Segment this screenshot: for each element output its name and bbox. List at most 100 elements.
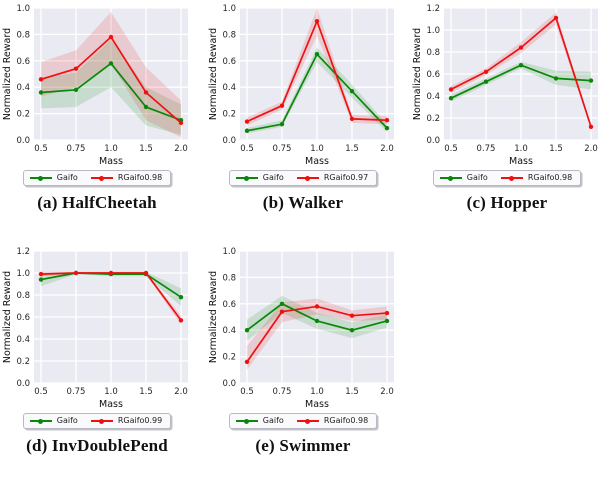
rgaifo-line-marker-icon	[90, 418, 113, 425]
rgaifo0.98-point	[349, 313, 355, 318]
x-tick-label: 0.75	[273, 144, 292, 154]
rgaifo-line-marker-icon	[296, 175, 319, 182]
x-axis-label: Mass	[99, 156, 123, 167]
gaifo-point	[143, 104, 149, 110]
gaifo-line-marker-icon	[235, 175, 258, 182]
legend-label-rgaifo: RGaifo0.98	[527, 173, 573, 182]
gaifo-point	[38, 277, 44, 282]
y-tick-label: 0.8	[16, 30, 30, 40]
legend-item-gaifo: Gaifo	[235, 416, 284, 425]
y-tick-label: 0.6	[222, 300, 236, 310]
rgaifo0.98-point	[384, 310, 390, 316]
rgaifo0.99-point	[178, 318, 184, 323]
x-tick-label: 0.5	[240, 144, 254, 154]
y-tick-label: 0.2	[16, 357, 30, 367]
chart-hopper: 0.0 0.2 0.4 0.6 0.8 1.0 1.2 0.5 0.75 1.0 1.5 2.0 Mas…	[412, 0, 602, 168]
gaifo-line-marker-icon	[439, 175, 462, 182]
legend-item-rgaifo: RGaifo0.98	[296, 416, 369, 425]
legend-label-rgaifo: RGaifo0.98	[323, 416, 369, 425]
rgaifo0.97-point	[279, 103, 285, 108]
rgaifo0.98-point	[518, 45, 524, 50]
legend-label-rgaifo: RGaifo0.98	[117, 173, 163, 182]
rgaifo0.98-point	[178, 120, 184, 126]
y-axis-label: Normalized Reward	[2, 271, 13, 363]
chart-svg: 0.0 0.2 0.4 0.6 0.8 1.0 0.5 0.75 1.0 1.5 2.0 Mass No…	[208, 247, 394, 410]
y-tick-label: 0.6	[16, 313, 30, 323]
chart-svg: 0.0 0.2 0.4 0.6 0.8 1.0 0.5 0.75 1.0 1.5 2.0 Mass No…	[208, 4, 394, 167]
rgaifo0.98-point	[38, 77, 44, 82]
y-tick-label: 0.8	[426, 48, 440, 58]
panel-invdoublepend: 0.0 0.2 0.4 0.6 0.8 1.0 1.2 0.5 0.75 1.0 1.5 2.0 Mas…	[2, 243, 192, 456]
gaifo-point	[314, 318, 320, 324]
chart-svg: 0.0 0.2 0.4 0.6 0.8 1.0 0.5 0.75 1.0 1.5 2.0 Mass No…	[2, 4, 188, 167]
rgaifo0.98-point	[588, 124, 594, 129]
confidence-band	[41, 39, 181, 135]
y-tick-label: 0.2	[16, 110, 30, 120]
legend-hopper: Gaifo RGaifo0.98	[412, 170, 602, 186]
y-tick-label: 0.2	[222, 110, 236, 120]
x-tick-label: 2.0	[584, 144, 598, 154]
rgaifo0.99-point	[108, 270, 114, 276]
x-tick-label: 1.0	[514, 144, 528, 154]
rgaifo0.98-point	[108, 34, 114, 40]
rgaifo0.98-point	[279, 309, 285, 314]
x-tick-label: 1.0	[310, 387, 324, 397]
y-tick-label: 0.4	[16, 83, 30, 93]
caption-invdoublepend: (d) InvDoublePend	[26, 436, 168, 455]
x-axis-label: Mass	[305, 156, 329, 167]
x-tick-label: 0.5	[34, 387, 48, 397]
gaifo-point	[553, 76, 559, 81]
y-tick-label: 1.0	[222, 247, 236, 257]
y-tick-label: 1.0	[222, 4, 236, 14]
x-tick-label: 0.5	[34, 144, 48, 154]
y-tick-label: 0.8	[222, 273, 236, 283]
x-tick-label: 0.75	[477, 144, 496, 154]
chart-invdoublepend: 0.0 0.2 0.4 0.6 0.8 1.0 1.2 0.5 0.75 1.0 1.5 2.0 Mas…	[2, 243, 192, 411]
y-tick-label: 1.0	[426, 26, 440, 36]
rgaifo0.99-point	[38, 271, 44, 277]
caption-swimmer: (e) Swimmer	[255, 436, 351, 455]
chart-walker: 0.0 0.2 0.4 0.6 0.8 1.0 0.5 0.75 1.0 1.5 2.0 Mass No…	[208, 0, 398, 168]
y-axis-label: Normalized Reward	[412, 28, 423, 120]
x-tick-label: 1.0	[310, 144, 324, 154]
y-tick-label: 0.0	[222, 379, 236, 389]
rgaifo0.98-point	[448, 87, 454, 92]
caption-halfcheetah: (a) HalfCheetah	[37, 193, 157, 212]
y-tick-label: 0.0	[222, 136, 236, 146]
x-axis-label: Mass	[509, 156, 533, 167]
gaifo-point	[244, 128, 250, 133]
y-tick-label: 0.4	[222, 83, 236, 93]
y-tick-label: 1.2	[426, 4, 440, 14]
x-tick-label: 1.5	[345, 387, 359, 397]
legend-walker: Gaifo RGaifo0.97	[208, 170, 398, 186]
legend-label-gaifo: Gaifo	[262, 173, 284, 182]
caption-walker: (b) Walker	[262, 193, 344, 212]
legend-item-rgaifo: RGaifo0.97	[296, 173, 369, 182]
y-tick-label: 0.8	[222, 30, 236, 40]
legend-label-rgaifo: RGaifo0.99	[117, 416, 163, 425]
legend-item-gaifo: Gaifo	[29, 174, 78, 182]
y-axis-label: Normalized Reward	[208, 28, 219, 120]
confidence-band	[247, 8, 387, 126]
legend-item-rgaifo: RGaifo0.99	[90, 416, 163, 425]
x-tick-label: 2.0	[174, 144, 188, 154]
legend-item-gaifo: Gaifo	[29, 417, 78, 425]
rgaifo0.98-point	[553, 15, 559, 21]
gaifo-line-marker-icon	[29, 175, 52, 182]
chart-svg: 0.0 0.2 0.4 0.6 0.8 1.0 1.2 0.5 0.75 1.0 1.5 2.0 Mas…	[412, 4, 598, 167]
gaifo-point	[178, 295, 184, 300]
rgaifo0.98-point	[314, 304, 320, 309]
legend-item-gaifo: Gaifo	[235, 173, 284, 182]
y-tick-label: 0.4	[16, 335, 30, 345]
legend-label-gaifo: Gaifo	[262, 416, 284, 425]
y-tick-label: 1.0	[16, 4, 30, 14]
x-tick-label: 1.0	[104, 144, 118, 154]
panel-halfcheetah: 0.0 0.2 0.4 0.6 0.8 1.0 0.5 0.75 1.0 1.5 2.0 Mass No…	[2, 0, 192, 213]
legend-halfcheetah: Gaifo RGaifo0.98	[2, 170, 192, 186]
legend-item-rgaifo: RGaifo0.98	[90, 173, 163, 182]
confidence-band	[451, 61, 591, 102]
legend-label-rgaifo: RGaifo0.97	[323, 173, 369, 182]
gaifo-point	[279, 121, 285, 127]
gaifo-point	[108, 61, 114, 66]
